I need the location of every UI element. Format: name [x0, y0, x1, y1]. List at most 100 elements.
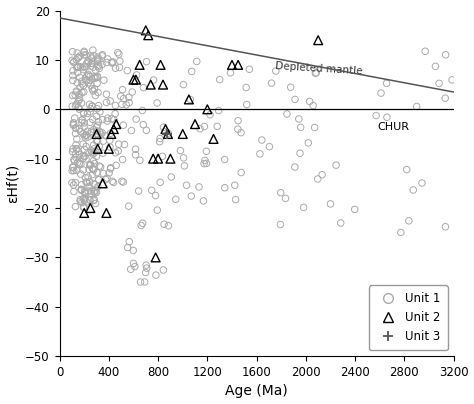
Unit 1: [88, 188, 95, 194]
Unit 1: [227, 69, 234, 76]
Unit 1: [377, 90, 385, 96]
Unit 1: [448, 77, 456, 83]
Unit 2: [157, 62, 164, 68]
Unit 1: [125, 94, 133, 101]
Unit 1: [77, 171, 84, 177]
Unit 1: [88, 128, 95, 135]
Unit 1: [291, 164, 299, 170]
Unit 1: [94, 122, 101, 128]
Unit 1: [103, 91, 110, 97]
Unit 1: [93, 113, 100, 120]
Unit 1: [183, 182, 191, 188]
Unit 1: [73, 136, 81, 142]
Unit 1: [312, 69, 320, 76]
Unit 1: [100, 77, 108, 83]
Unit 1: [88, 60, 96, 67]
Unit 1: [94, 138, 101, 145]
Unit 1: [81, 49, 88, 56]
Unit 1: [160, 267, 167, 273]
Unit 1: [234, 118, 242, 124]
Unit 1: [202, 148, 210, 155]
Unit 1: [160, 221, 168, 227]
Unit 1: [351, 206, 358, 213]
Unit 1: [75, 97, 83, 103]
Unit 1: [143, 265, 151, 271]
Unit 2: [93, 131, 100, 137]
Unit 1: [91, 149, 98, 156]
Unit 1: [295, 116, 302, 122]
Unit 1: [421, 48, 429, 55]
Unit 1: [124, 244, 131, 251]
Unit 2: [167, 156, 174, 162]
Unit 1: [136, 157, 144, 164]
Unit 1: [237, 169, 245, 176]
Unit 1: [200, 160, 208, 167]
Unit 1: [78, 89, 86, 95]
Unit 1: [81, 64, 88, 70]
Unit 1: [69, 146, 77, 152]
Unit 1: [90, 158, 97, 164]
Unit 1: [98, 53, 106, 59]
Unit 1: [79, 141, 87, 147]
Unit 1: [119, 156, 127, 163]
Unit 1: [98, 61, 106, 67]
Unit 1: [80, 196, 87, 202]
Unit 1: [69, 92, 76, 99]
Unit 1: [78, 78, 86, 84]
Unit 1: [112, 162, 120, 168]
Unit 1: [90, 126, 98, 133]
Unit 1: [69, 72, 77, 79]
Unit 1: [74, 64, 82, 70]
Unit 1: [86, 179, 93, 185]
Unit 2: [191, 121, 199, 127]
Unit 1: [91, 197, 98, 203]
Unit 1: [81, 52, 88, 58]
Unit 1: [383, 114, 391, 120]
Unit 1: [95, 62, 102, 68]
Unit 2: [112, 121, 120, 127]
Unit 1: [80, 204, 87, 210]
Unit 1: [91, 73, 99, 80]
Unit 1: [89, 88, 97, 94]
Unit 2: [110, 126, 118, 132]
Unit 1: [95, 176, 102, 183]
Unit 1: [180, 81, 187, 88]
Unit 1: [314, 176, 321, 182]
Unit 1: [91, 92, 99, 99]
Unit 1: [432, 63, 439, 69]
Unit 1: [85, 166, 93, 173]
Unit 1: [88, 149, 96, 156]
Unit 1: [89, 151, 97, 157]
Unit 1: [203, 160, 210, 166]
Unit 2: [164, 131, 172, 137]
Unit 1: [306, 98, 313, 105]
Unit 1: [80, 153, 87, 159]
Unit 1: [297, 124, 304, 130]
Unit 1: [83, 110, 91, 117]
Unit 2: [132, 76, 140, 83]
Unit 1: [121, 141, 128, 148]
Unit 1: [82, 156, 90, 162]
Unit 1: [104, 115, 111, 122]
Unit 2: [314, 37, 322, 43]
Unit 1: [383, 80, 391, 86]
Unit 1: [84, 59, 92, 65]
Unit 1: [86, 119, 94, 126]
Unit 2: [105, 145, 113, 152]
Unit 1: [115, 141, 123, 147]
Unit 1: [95, 63, 102, 70]
Unit 1: [93, 130, 101, 137]
Unit 1: [80, 155, 87, 161]
Unit 1: [94, 74, 101, 81]
Unit 1: [90, 197, 97, 204]
Unit 1: [186, 96, 194, 103]
Unit 1: [115, 51, 123, 57]
Unit 1: [78, 117, 86, 123]
Unit 1: [89, 166, 96, 172]
Unit 1: [73, 64, 81, 71]
Unit 1: [94, 89, 102, 96]
Unit 1: [118, 178, 126, 185]
Unit 1: [74, 98, 82, 105]
Unit 1: [201, 123, 208, 130]
Unit 1: [82, 135, 89, 141]
